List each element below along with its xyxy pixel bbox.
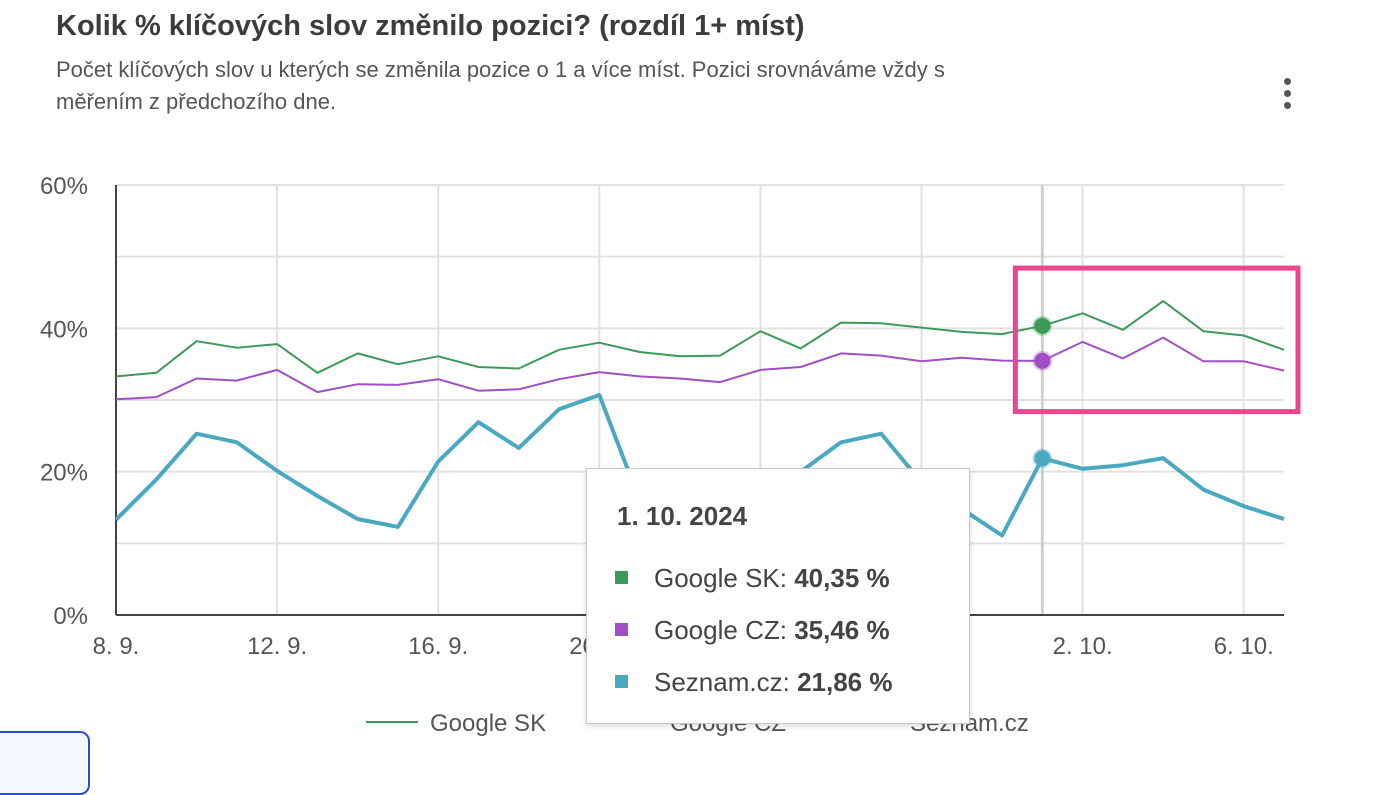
partial-card[interactable] bbox=[0, 731, 90, 795]
more-vertical-icon[interactable] bbox=[1272, 74, 1304, 114]
y-tick-label: 0% bbox=[53, 603, 88, 630]
tooltip-swatch-google-sk bbox=[615, 570, 628, 584]
y-tick-label: 60% bbox=[40, 173, 88, 200]
chart-subtitle: Počet klíčových slov u kterých se změnil… bbox=[56, 57, 945, 114]
series-line-google-cz bbox=[115, 336, 1285, 401]
legend-label: Google SK bbox=[430, 710, 546, 737]
tooltip-value: 21,86 % bbox=[797, 667, 893, 697]
series-line-google-sk bbox=[115, 300, 1285, 378]
hover-point bbox=[1034, 352, 1051, 369]
tooltip-value: 40,35 % bbox=[794, 563, 890, 593]
x-tick-label: 12. 9. bbox=[247, 633, 307, 660]
tooltip-swatch-seznam bbox=[615, 674, 628, 688]
chart-tooltip: 1. 10. 2024 Google SK: 40,35 % Google CZ… bbox=[586, 468, 970, 724]
tooltip-value: 35,46 % bbox=[794, 615, 890, 645]
tooltip-label: Seznam.cz: bbox=[654, 667, 790, 697]
tooltip-label: Google SK: bbox=[654, 563, 787, 593]
x-tick-label: 16. 9. bbox=[408, 633, 468, 660]
chart-title: Kolik % klíčových slov změnilo pozici? (… bbox=[56, 10, 805, 42]
x-tick-label: 6. 10. bbox=[1214, 633, 1274, 660]
tooltip-swatch-google-cz bbox=[615, 622, 628, 636]
y-tick-label: 20% bbox=[40, 460, 88, 487]
highlight-box bbox=[1012, 265, 1301, 415]
x-tick-label: 8. 9. bbox=[93, 633, 140, 660]
tooltip-date: 1. 10. 2024 bbox=[617, 501, 748, 531]
tooltip-row-google-cz: Google CZ: 35,46 % bbox=[615, 615, 890, 646]
hover-point bbox=[1034, 450, 1051, 467]
tooltip-row-google-sk: Google SK: 40,35 % bbox=[615, 563, 890, 594]
tooltip-row-seznam: Seznam.cz: 21,86 % bbox=[615, 667, 892, 698]
hover-point bbox=[1034, 317, 1051, 334]
x-tick-label: 2. 10. bbox=[1053, 633, 1113, 660]
tooltip-label: Google CZ: bbox=[654, 615, 787, 645]
y-tick-label: 40% bbox=[40, 316, 88, 343]
